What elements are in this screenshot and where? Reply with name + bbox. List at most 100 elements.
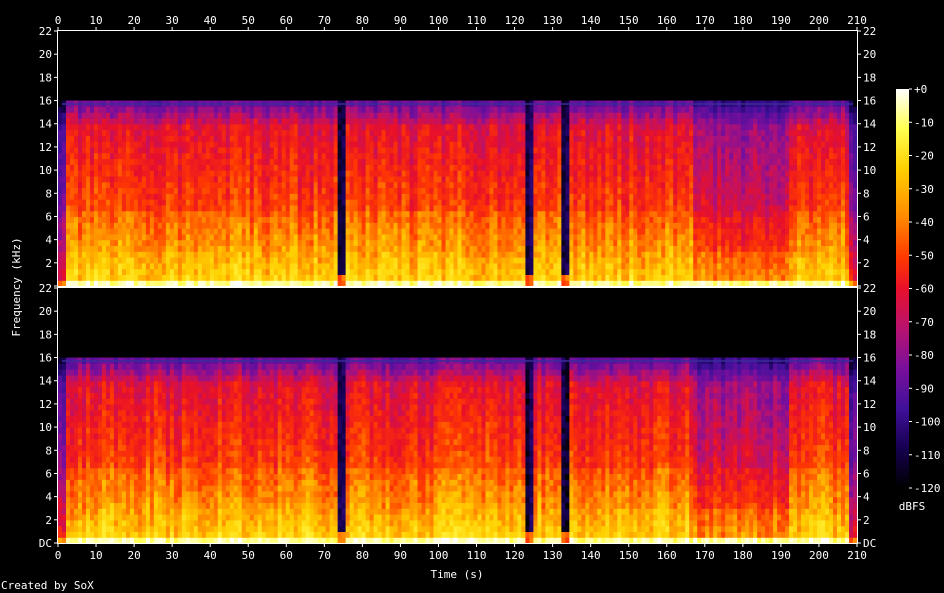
- x-tick-label-bottom: 70: [318, 549, 331, 562]
- x-tick-label-top: 50: [242, 14, 255, 27]
- x-tick-label-top: 40: [204, 14, 217, 27]
- spectrogram-channel-1: [58, 31, 858, 287]
- y-tick-label-right: 8: [863, 444, 870, 457]
- x-tick-label-top: 110: [467, 14, 487, 27]
- y-tick-label-left: 12: [39, 141, 52, 154]
- y-tick-label-right: 2: [863, 514, 870, 527]
- x-tick-label-bottom: 30: [166, 549, 179, 562]
- x-tick-label-bottom: 90: [394, 549, 407, 562]
- credit-label: Created by SoX: [1, 579, 94, 592]
- colorbar-tick-label: -20: [914, 150, 934, 163]
- x-tick-label-top: 30: [166, 14, 179, 27]
- colorbar-tick-label: -30: [914, 183, 934, 196]
- y-tick-label-right: 6: [863, 210, 870, 223]
- y-tick-label-left: 18: [39, 328, 52, 341]
- x-tick-label-top: 20: [127, 14, 140, 27]
- x-tick-label-top: 120: [505, 14, 525, 27]
- y-tick-label-right: 18: [863, 71, 876, 84]
- x-tick-label-bottom: 210: [847, 549, 867, 562]
- x-tick-label-bottom: 160: [657, 549, 677, 562]
- y-tick-label-right: 12: [863, 398, 876, 411]
- y-tick-label-right: 14: [863, 118, 877, 131]
- y-tick-label-right: 4: [863, 491, 870, 504]
- x-tick-label-top: 80: [356, 14, 369, 27]
- y-tick-label-left: 4: [45, 491, 52, 504]
- x-tick-label-bottom: 80: [356, 549, 369, 562]
- y-tick-label-right: 8: [863, 187, 870, 200]
- x-tick-label-bottom: 170: [695, 549, 715, 562]
- y-tick-label-right: DC: [863, 537, 876, 550]
- y-tick-label-left: 14: [39, 375, 53, 388]
- y-tick-label-right: 22: [863, 282, 876, 295]
- x-tick-label-bottom: 150: [619, 549, 639, 562]
- y-tick-label-left: 8: [45, 187, 52, 200]
- x-tick-label-top: 200: [809, 14, 829, 27]
- x-tick-label-top: 0: [55, 14, 62, 27]
- x-tick-label-top: 190: [771, 14, 791, 27]
- y-tick-label-right: 22: [863, 25, 876, 38]
- plot-frame-2: [57, 287, 858, 544]
- y-tick-label-left: 10: [39, 421, 52, 434]
- colorbar-tick-label: -60: [914, 283, 934, 296]
- colorbar-tick-label: -40: [914, 216, 934, 229]
- colorbar-tick-label: -120: [914, 482, 941, 495]
- y-tick-label-left: 20: [39, 305, 52, 318]
- x-tick-label-top: 60: [280, 14, 293, 27]
- y-tick-label-left: 22: [39, 25, 52, 38]
- x-tick-label-bottom: 180: [733, 549, 753, 562]
- colorbar-tick-label: -70: [914, 316, 934, 329]
- x-tick-label-top: 150: [619, 14, 639, 27]
- y-tick-label-left: 20: [39, 48, 52, 61]
- colorbar-gradient: [896, 89, 909, 488]
- x-tick-label-bottom: 0: [55, 549, 62, 562]
- x-tick-label-bottom: 130: [543, 549, 563, 562]
- x-tick-label-bottom: 100: [429, 549, 449, 562]
- y-tick-label-right: 16: [863, 352, 876, 365]
- x-tick-label-top: 160: [657, 14, 677, 27]
- x-tick-label-bottom: 200: [809, 549, 829, 562]
- x-tick-label-bottom: 40: [204, 549, 217, 562]
- x-tick-label-bottom: 190: [771, 549, 791, 562]
- x-tick-label-bottom: 110: [467, 549, 487, 562]
- y-tick-label-left: 22: [39, 282, 52, 295]
- colorbar-tick-label: -50: [914, 249, 934, 262]
- x-axis-label: Time (s): [431, 568, 484, 581]
- y-tick-label-left: 2: [45, 257, 52, 270]
- x-tick-label-bottom: 20: [127, 549, 140, 562]
- y-tick-label-right: 18: [863, 328, 876, 341]
- y-tick-label-left: 6: [45, 467, 52, 480]
- y-tick-label-left: 10: [39, 164, 52, 177]
- y-tick-label-left: 12: [39, 398, 52, 411]
- y-tick-label-right: 6: [863, 467, 870, 480]
- y-tick-label-left: 18: [39, 71, 52, 84]
- colorbar-tick-label: +0: [914, 83, 927, 96]
- x-tick-label-bottom: 50: [242, 549, 255, 562]
- colorbar-tick-label: -110: [914, 449, 941, 462]
- x-tick-label-bottom: 120: [505, 549, 525, 562]
- x-tick-label-bottom: 60: [280, 549, 293, 562]
- colorbar-tick-label: -80: [914, 349, 934, 362]
- x-tick-label-top: 170: [695, 14, 715, 27]
- y-tick-label-left: 8: [45, 444, 52, 457]
- y-tick-label-left: 14: [39, 118, 53, 131]
- y-tick-label-right: 16: [863, 95, 876, 108]
- y-tick-label-left: 2: [45, 514, 52, 527]
- x-tick-label-top: 210: [847, 14, 867, 27]
- y-tick-label-left: DC: [39, 537, 52, 550]
- y-tick-label-left: 6: [45, 210, 52, 223]
- x-tick-label-bottom: 140: [581, 549, 601, 562]
- x-tick-label-top: 90: [394, 14, 407, 27]
- y-tick-label-right: 14: [863, 375, 877, 388]
- y-tick-label-right: 12: [863, 141, 876, 154]
- colorbar-tick-label: -100: [914, 416, 941, 429]
- x-tick-label-top: 70: [318, 14, 331, 27]
- y-tick-label-right: 20: [863, 48, 876, 61]
- x-tick-label-bottom: 10: [89, 549, 102, 562]
- x-tick-label-top: 130: [543, 14, 563, 27]
- x-tick-label-top: 180: [733, 14, 753, 27]
- y-tick-label-right: 10: [863, 421, 876, 434]
- spectrogram-channel-2: [58, 288, 858, 544]
- y-tick-label-left: 16: [39, 95, 52, 108]
- colorbar-tick-label: -90: [914, 382, 934, 395]
